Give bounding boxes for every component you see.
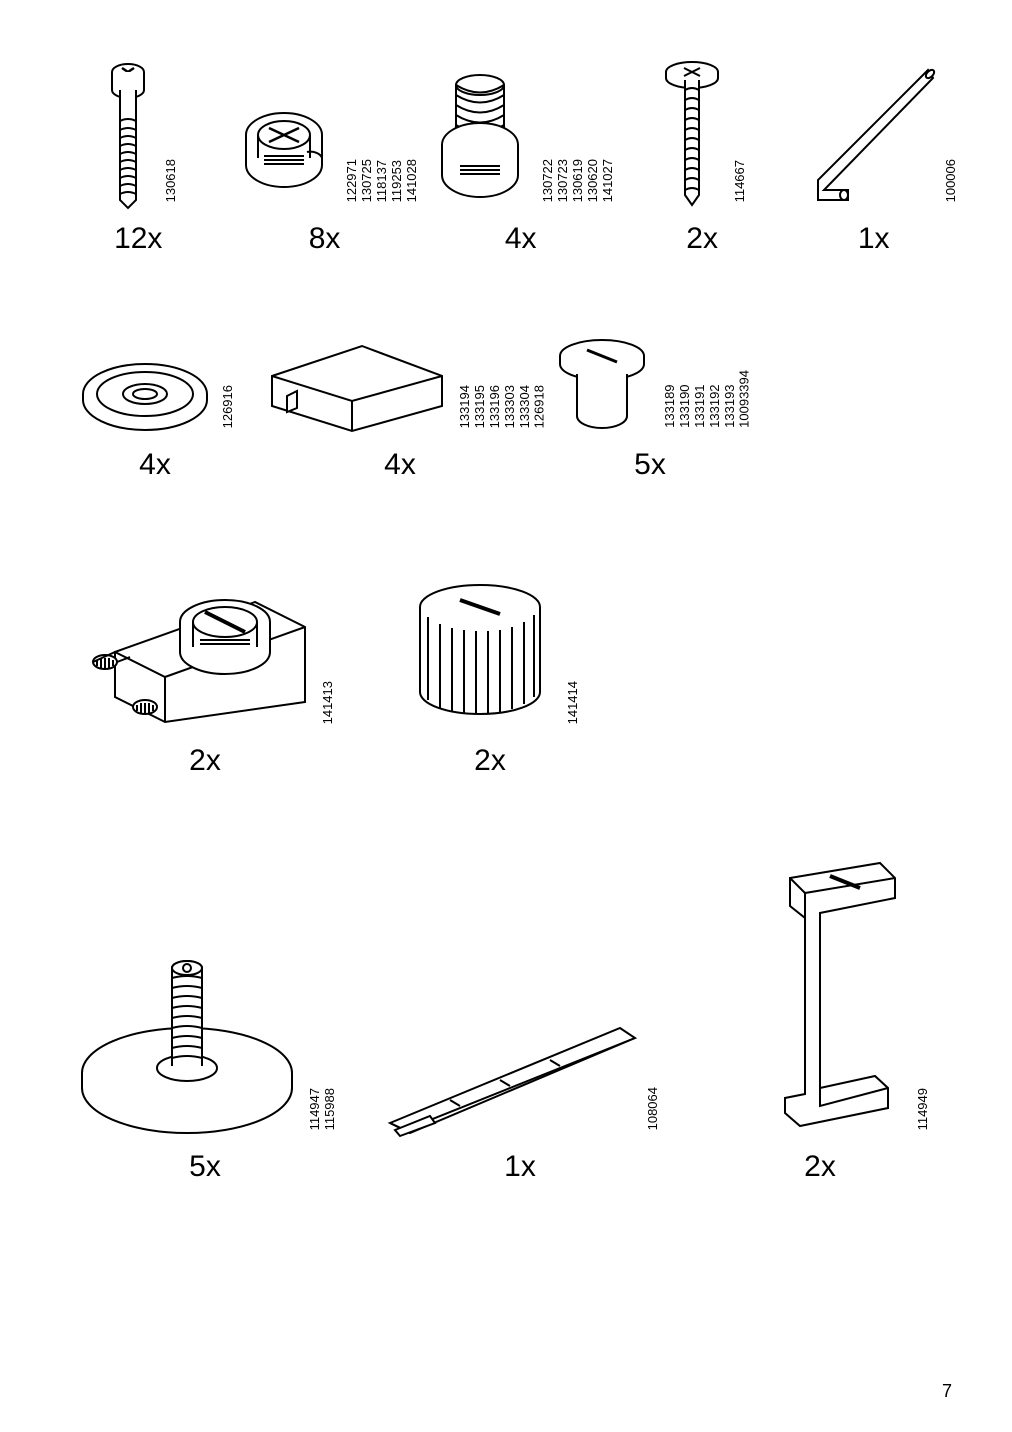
part-cam-lock: 122971 130725 118137 119253 141028 8x: [227, 100, 423, 256]
qty-label: 1x: [858, 222, 890, 256]
cam-lock-icon: [229, 100, 339, 210]
part-flat-strip: 108064 1x: [360, 1008, 680, 1184]
qty-label: 2x: [686, 222, 718, 256]
flat-head-screw-icon: [657, 60, 727, 210]
part-ids: 141413: [321, 681, 336, 724]
qty-label: 5x: [189, 1150, 221, 1184]
part-bolt-screw: 130618 12x: [50, 60, 227, 256]
part-round-plug: 133189 133190 133191 133192 133193 10093…: [540, 336, 760, 482]
part-washer-disc: 126916 4x: [50, 356, 260, 482]
qty-label: 2x: [804, 1150, 836, 1184]
qty-label: 5x: [634, 448, 666, 482]
part-ids: 108064: [646, 1087, 661, 1130]
square-cap-icon: [252, 336, 452, 436]
qty-label: 2x: [474, 744, 506, 778]
qty-label: 4x: [505, 222, 537, 256]
qty-label: 1x: [504, 1150, 536, 1184]
part-ids: 133194 133195 133196 133303 133304 12691…: [458, 385, 548, 428]
z-bracket-icon: [710, 858, 910, 1138]
row-2: 126916 4x 133194 133195 133196 133303 13…: [50, 336, 962, 482]
part-ids: 141414: [566, 681, 581, 724]
part-flat-head-screw: 114667 2x: [619, 60, 786, 256]
qty-label: 4x: [384, 448, 416, 482]
part-ribbed-cap: 141414 2x: [360, 582, 620, 778]
part-square-cap: 133194 133195 133196 133303 133304 12691…: [260, 336, 540, 482]
round-plug-icon: [547, 336, 657, 436]
part-allen-key: 100006 1x: [785, 60, 962, 256]
allen-key-icon: [788, 60, 938, 210]
part-ids: 100006: [944, 159, 959, 202]
leveling-foot-icon: [72, 938, 302, 1138]
part-leveling-foot: 114947 115988 5x: [50, 938, 360, 1184]
flat-strip-icon: [380, 1008, 640, 1138]
page-number: 7: [942, 1381, 952, 1402]
qty-label: 2x: [189, 744, 221, 778]
cam-lock-spring-icon: [425, 70, 535, 210]
washer-disc-icon: [75, 356, 215, 436]
row-1: 130618 12x 122971 130725 118137: [50, 60, 962, 256]
ribbed-cap-icon: [400, 582, 560, 732]
qty-label: 8x: [309, 222, 341, 256]
part-ids: 133189 133190 133191 133192 133193 10093…: [663, 370, 753, 428]
qty-label: 12x: [114, 222, 162, 256]
part-cam-lock-spring: 130722 130723 130619 130620 141027 4x: [423, 70, 619, 256]
part-ids: 130722 130723 130619 130620 141027: [541, 159, 616, 202]
bracket-mount-icon: [75, 562, 315, 732]
qty-label: 4x: [139, 448, 171, 482]
part-ids: 114949: [916, 1088, 931, 1130]
part-ids: 122971 130725 118137 119253 141028: [345, 159, 420, 202]
part-bracket-mount: 141413 2x: [50, 562, 360, 778]
part-z-bracket: 114949 2x: [680, 858, 960, 1184]
part-ids: 114667: [733, 160, 748, 202]
part-ids: 114947 115988: [308, 1088, 338, 1130]
row-4: 114947 115988 5x 108064 1x: [50, 858, 962, 1184]
part-ids: 130618: [164, 159, 179, 202]
row-3: 141413 2x 141414 2x: [50, 562, 962, 778]
part-ids: 126916: [221, 385, 236, 428]
bolt-screw-icon: [98, 60, 158, 210]
